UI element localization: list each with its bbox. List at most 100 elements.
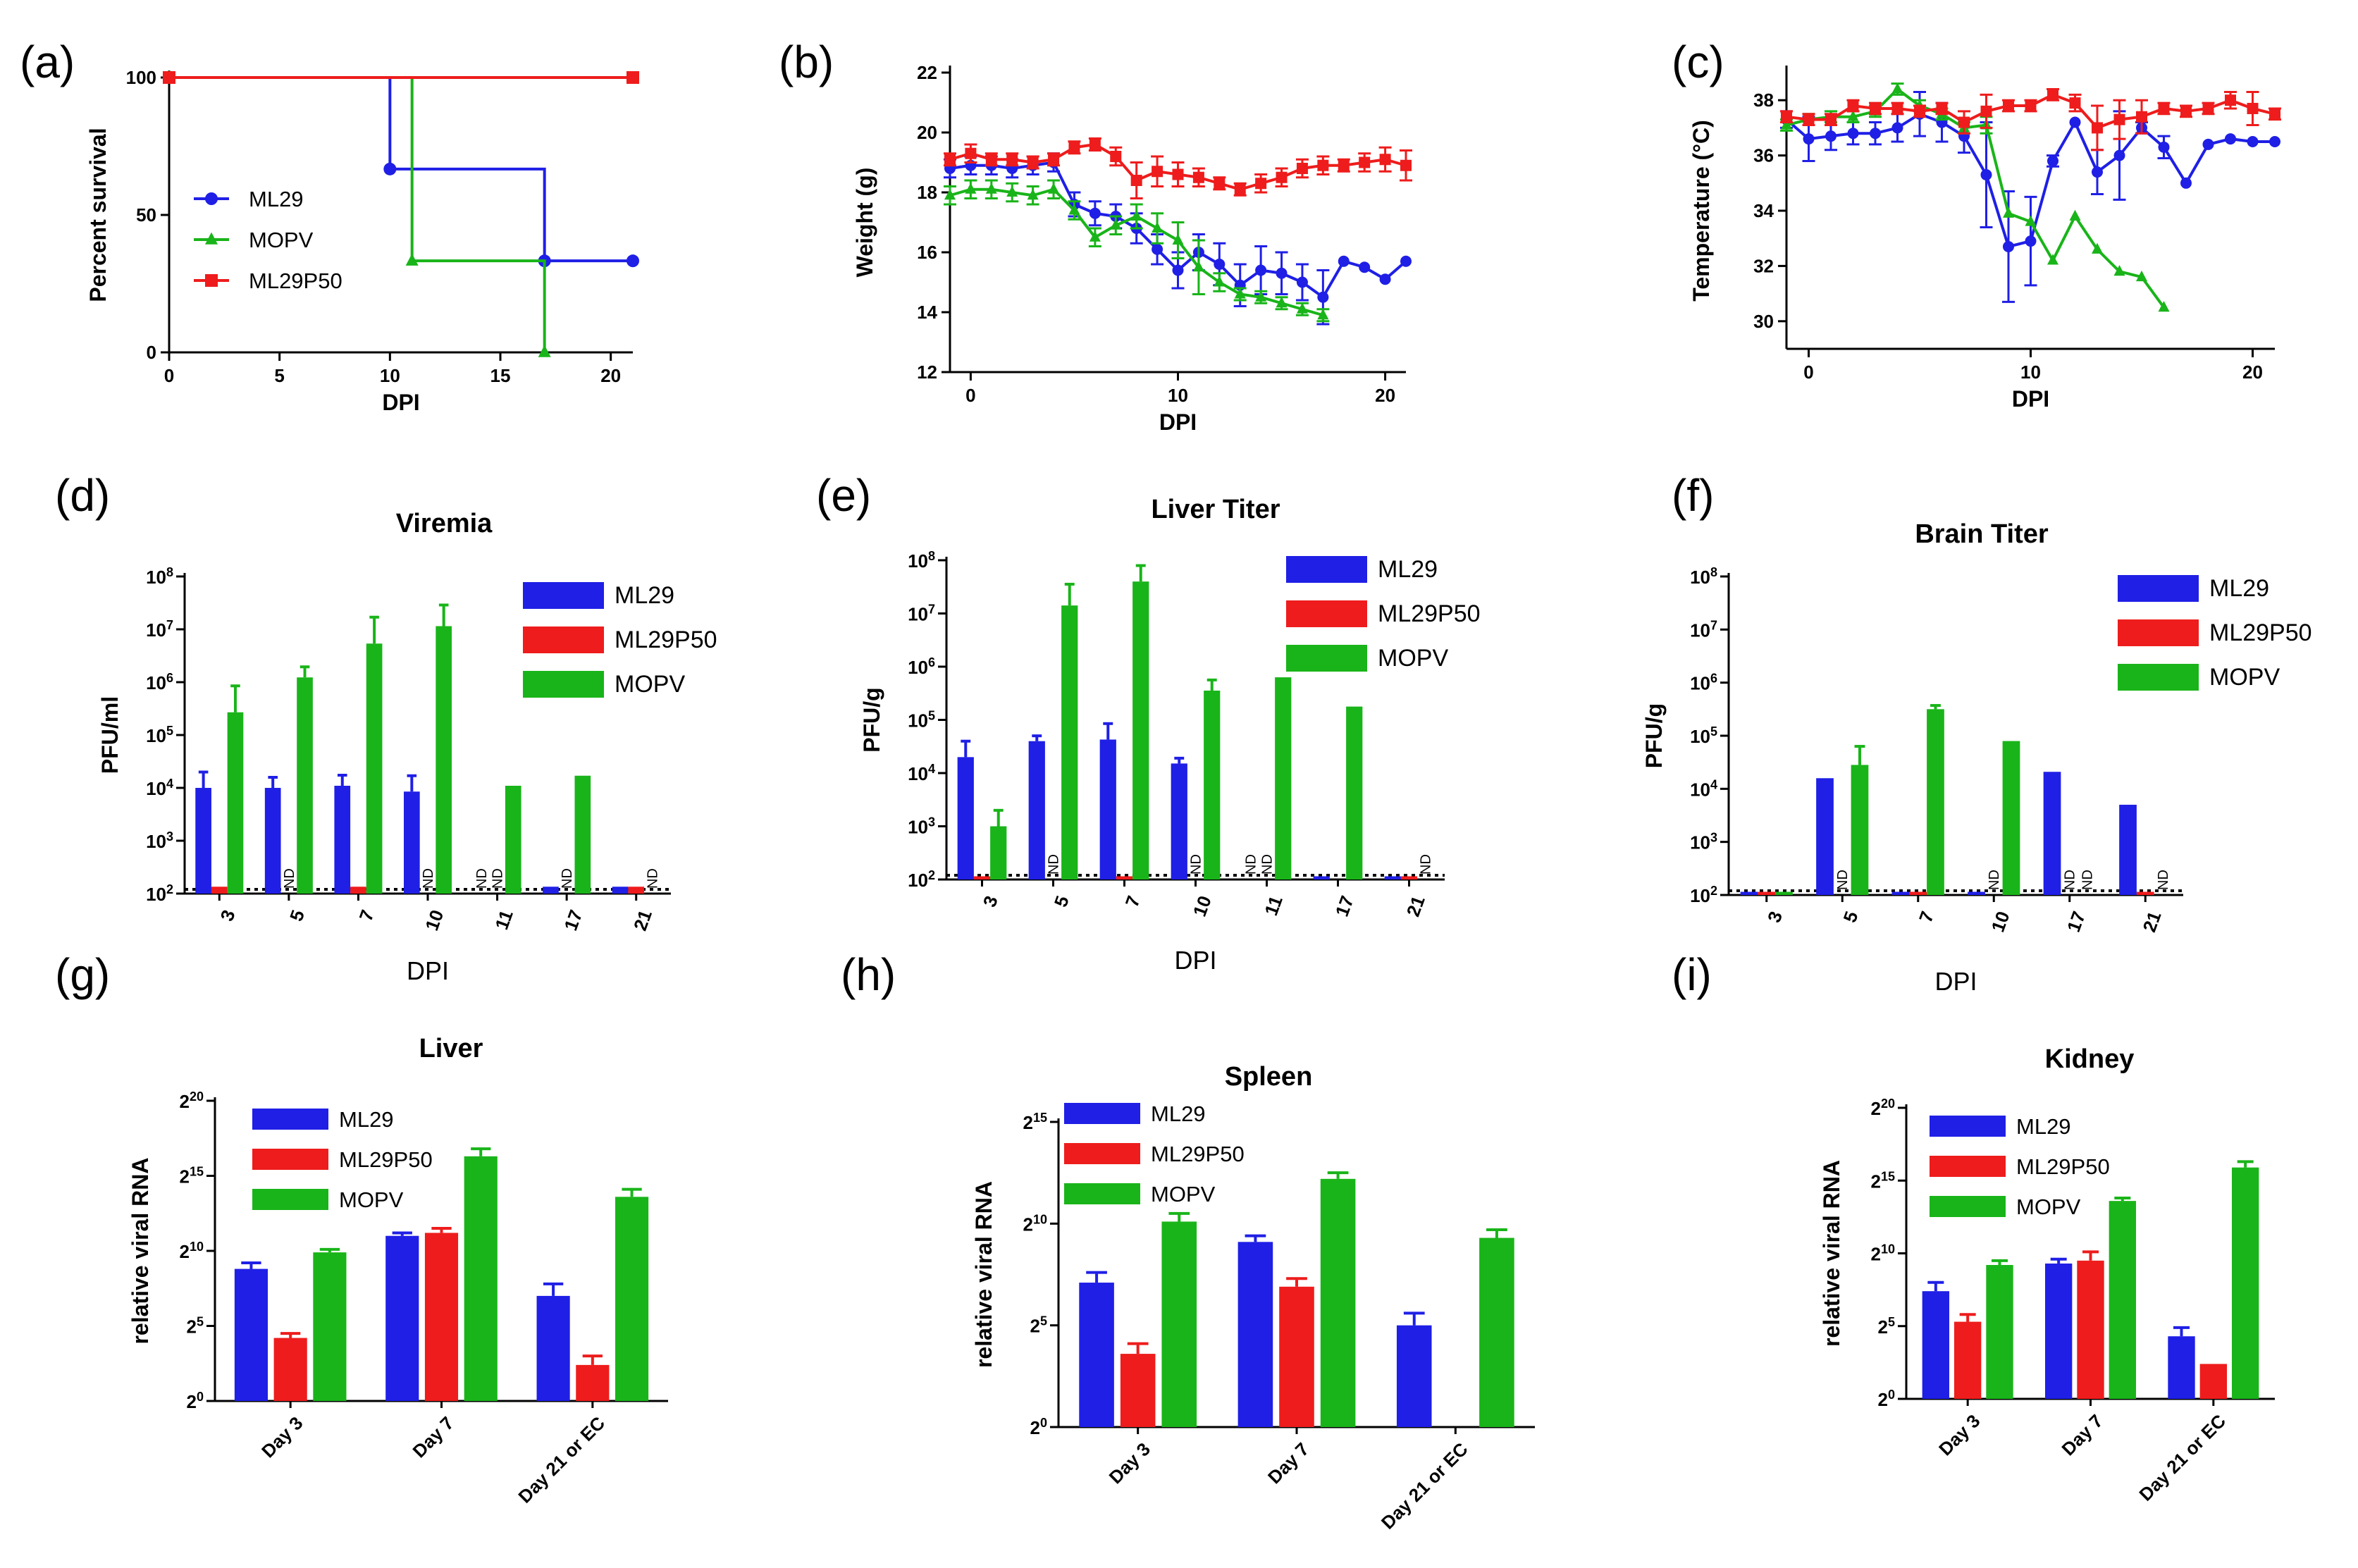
legend-swatch-ML29P50 bbox=[1064, 1143, 1140, 1164]
data-point-MOPV bbox=[1048, 183, 1060, 194]
bar-MOPV bbox=[1061, 605, 1078, 879]
bar-MOPV bbox=[297, 677, 313, 894]
bar-ML29 bbox=[1099, 739, 1116, 879]
y-tick-label: 12 bbox=[917, 362, 937, 383]
x-axis-label-b: DPI bbox=[1159, 409, 1197, 435]
data-point-ML29P50 bbox=[1803, 113, 1815, 125]
bar-MOPV bbox=[1927, 709, 1944, 895]
data-point-ML29 bbox=[1152, 243, 1163, 255]
y-tick-label: 103 bbox=[1690, 831, 1717, 853]
bar-ML29 bbox=[612, 887, 629, 894]
bar-ML29P50 bbox=[350, 887, 366, 894]
y-tick-label: 102 bbox=[908, 868, 935, 891]
nd-label: ND bbox=[1047, 854, 1062, 875]
x-axis-label-a: DPI bbox=[382, 390, 419, 415]
data-point-ML29P50 bbox=[1110, 151, 1122, 162]
bar-ML29P50 bbox=[2136, 891, 2154, 895]
y-tick-label: 25 bbox=[187, 1315, 204, 1338]
bar-ML29P50 bbox=[2199, 1364, 2228, 1399]
legend-label-ML29P50: ML29P50 bbox=[2016, 1154, 2110, 1179]
x-tick-label: Day 7 bbox=[408, 1412, 457, 1462]
data-point-MOPV bbox=[205, 232, 218, 245]
data-point-MOPV bbox=[1068, 204, 1080, 215]
nd-label: ND bbox=[1987, 870, 2002, 890]
data-point-ML29P50 bbox=[1847, 100, 1859, 112]
nd-label: ND bbox=[1189, 854, 1204, 875]
data-point-ML29P50 bbox=[1048, 154, 1060, 166]
data-point-ML29P50 bbox=[2180, 105, 2192, 117]
x-axis-label-e: DPI bbox=[1174, 946, 1216, 975]
bar-ML29 bbox=[957, 757, 974, 879]
bar-MOPV bbox=[505, 786, 521, 894]
data-point-MOPV bbox=[2113, 265, 2125, 276]
bar-MOPV bbox=[2002, 741, 2020, 895]
data-point-ML29 bbox=[1172, 264, 1184, 276]
bar-ML29P50 bbox=[424, 1233, 459, 1401]
data-point-ML29P50 bbox=[985, 154, 997, 166]
x-tick-label: 11 bbox=[490, 907, 517, 932]
legend-swatch-MOPV bbox=[1286, 645, 1367, 672]
data-point-ML29P50 bbox=[1891, 102, 1903, 114]
y-tick-label: 20 bbox=[1878, 1388, 1895, 1410]
chart-title-e: Liver Titer bbox=[1151, 495, 1280, 524]
bar-ML29P50 bbox=[1400, 876, 1418, 879]
y-tick-label: 215 bbox=[1871, 1169, 1896, 1192]
bar-ML29 bbox=[1171, 763, 1187, 879]
bar-MOPV bbox=[1204, 690, 1221, 879]
data-point-MOPV bbox=[1089, 230, 1101, 242]
y-tick-label: 108 bbox=[1690, 565, 1717, 588]
bar-ML29 bbox=[2119, 804, 2137, 895]
data-point-MOPV bbox=[1006, 185, 1018, 197]
bar-ML29P50 bbox=[2077, 1260, 2104, 1399]
data-point-ML29 bbox=[2269, 136, 2280, 147]
data-point-ML29P50 bbox=[1027, 156, 1039, 168]
bar-ML29P50 bbox=[273, 1338, 307, 1401]
bar-ML29P50 bbox=[1953, 1321, 1982, 1399]
data-point-ML29P50 bbox=[163, 71, 175, 84]
data-point-ML29 bbox=[1400, 255, 1412, 267]
legend-swatch-MOPV bbox=[523, 671, 604, 698]
panel-h: (h) Spleen 20 25 210 215 Day 3 Day 7 Day 21 or E… bbox=[841, 949, 1535, 1533]
nd-label: ND bbox=[1243, 854, 1259, 875]
panel-label-b: (b) bbox=[779, 37, 834, 87]
data-point-MOPV bbox=[965, 183, 977, 194]
data-point-MOPV bbox=[1234, 288, 1246, 299]
x-tick-label: 10 bbox=[1168, 385, 1188, 406]
bar-MOPV bbox=[1851, 765, 1869, 895]
panel-c: (c) 0 10 20 30 32 34 36 38 DPI Temperature (°C) bbox=[1672, 37, 2281, 412]
x-tick-label: 7 bbox=[355, 907, 378, 924]
x-tick-label: Day 3 bbox=[1105, 1438, 1154, 1488]
data-point-ML29P50 bbox=[2269, 108, 2280, 120]
x-tick-label: 3 bbox=[1763, 908, 1786, 925]
data-point-ML29 bbox=[1980, 169, 1992, 181]
legend-label-MOPV: MOPV bbox=[339, 1187, 404, 1212]
data-point-MOPV bbox=[1214, 276, 1226, 287]
y-tick-label: 16 bbox=[917, 242, 937, 263]
y-tick-label: 215 bbox=[180, 1165, 204, 1187]
nd-label: ND bbox=[1835, 870, 1851, 890]
legend-label-ML29P50: ML29P50 bbox=[2209, 619, 2312, 646]
x-tick-label: Day 7 bbox=[1264, 1438, 1313, 1488]
bar-MOPV bbox=[366, 643, 383, 894]
data-point-MOPV bbox=[2158, 301, 2170, 312]
data-point-ML29 bbox=[2092, 166, 2103, 178]
legend-label-ML29P50: ML29P50 bbox=[1378, 600, 1481, 627]
panel-label-f: (f) bbox=[1672, 470, 1714, 521]
data-point-MOPV bbox=[1296, 302, 1308, 314]
x-tick-label: 10 bbox=[1987, 908, 2013, 934]
data-point-MOPV bbox=[1192, 261, 1204, 272]
data-point-ML29 bbox=[1825, 130, 1837, 142]
data-point-MOPV bbox=[1847, 110, 1859, 121]
data-point-ML29P50 bbox=[2092, 122, 2103, 134]
data-point-MOPV bbox=[2003, 206, 2014, 218]
y-tick-label: 103 bbox=[908, 815, 935, 838]
data-point-ML29P50 bbox=[1338, 159, 1350, 171]
data-point-ML29 bbox=[1255, 264, 1267, 276]
data-point-ML29P50 bbox=[1936, 102, 1948, 114]
legend-swatch-ML29 bbox=[252, 1109, 328, 1130]
data-point-ML29 bbox=[1296, 276, 1308, 288]
y-tick-label: 106 bbox=[908, 655, 935, 678]
y-tick-label: 38 bbox=[1753, 89, 1774, 111]
data-point-MOPV bbox=[1172, 233, 1184, 245]
